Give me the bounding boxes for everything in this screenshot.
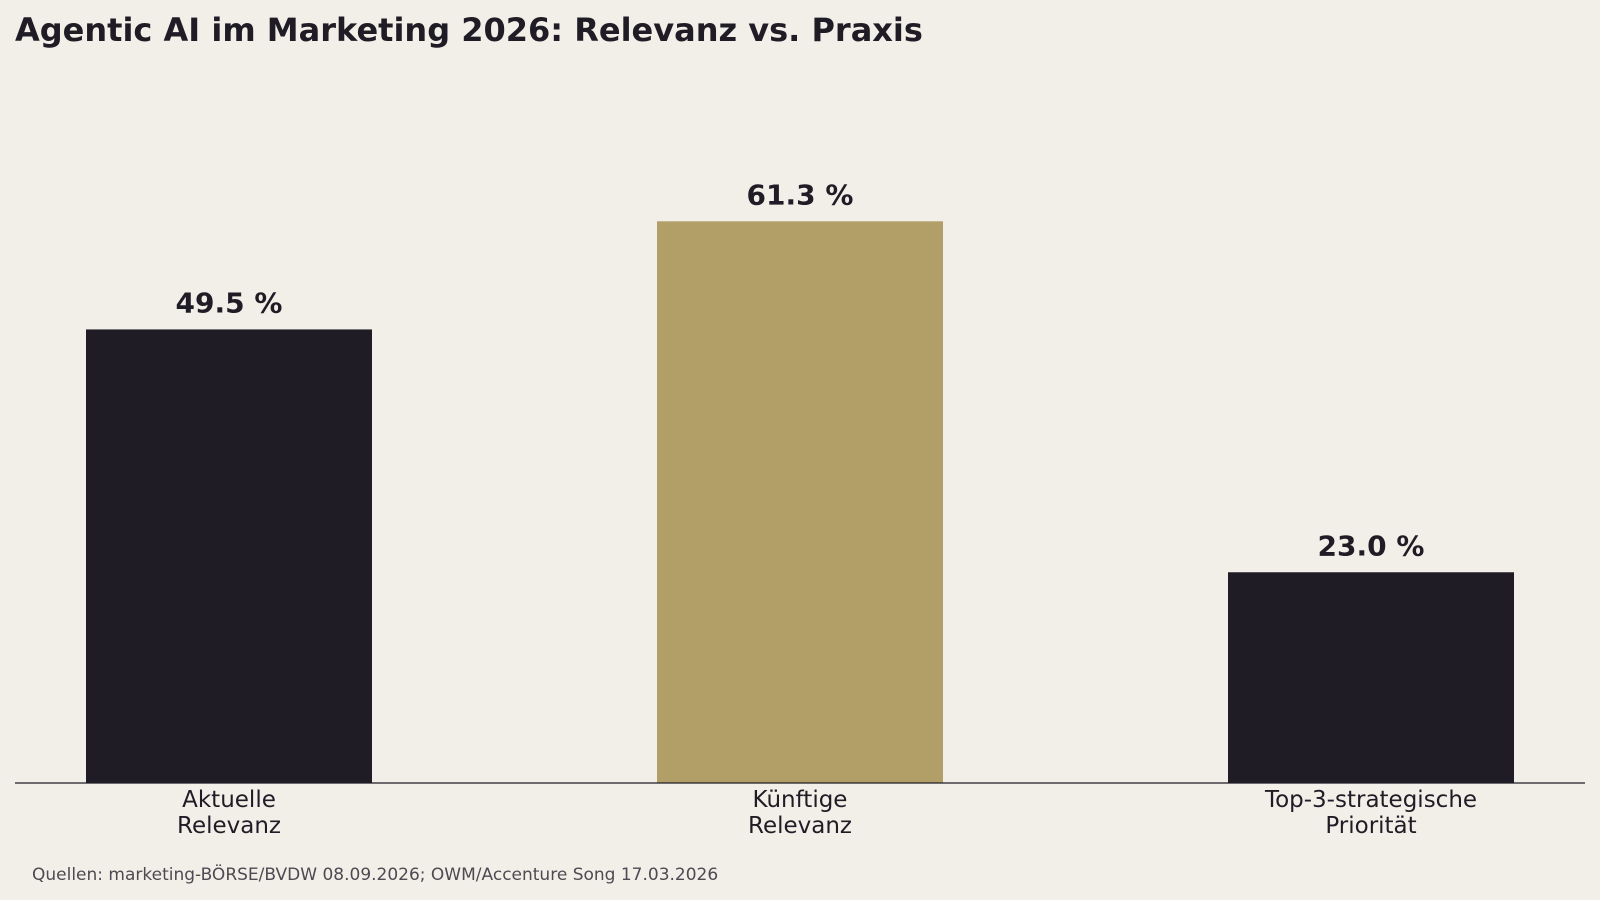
- bars-layer: 49.5 % Aktuelle Relevanz 61.3 % Künftige Rele…: [86, 178, 1514, 839]
- bar-value-label-1: 49.5 %: [176, 286, 283, 319]
- bar-3: [1228, 572, 1514, 783]
- bar-1: [86, 329, 372, 783]
- bar-value-label-3: 23.0 %: [1318, 529, 1425, 562]
- category-label-1: Aktuelle Relevanz: [177, 787, 281, 839]
- source-note: Quellen: marketing-BÖRSE/BVDW 08.09.2026…: [32, 865, 719, 885]
- bar-value-label-2: 61.3 %: [747, 178, 854, 211]
- category-label-3: Top-3-strategische Priorität: [1264, 787, 1477, 839]
- chart-title: Agentic AI im Marketing 2026: Relevanz v…: [15, 11, 923, 49]
- category-label-2: Künftige Relevanz: [748, 787, 852, 839]
- bar-2: [657, 221, 943, 783]
